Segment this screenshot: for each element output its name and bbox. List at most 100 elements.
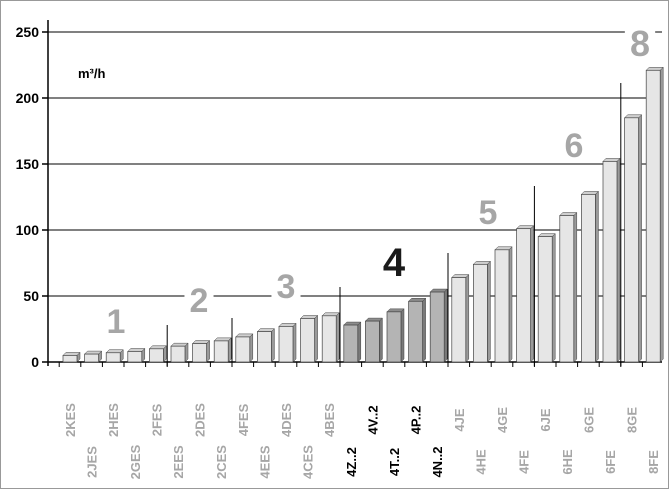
bar-side [530, 225, 534, 363]
bar-side [206, 339, 210, 363]
group-label-2: 2 [190, 282, 209, 320]
bar-top [645, 67, 664, 71]
x-tick-label: 2DES [193, 403, 208, 437]
bar-front [84, 353, 99, 363]
bar-4JE [451, 273, 470, 363]
bar-front [343, 324, 359, 363]
bar-2DES [191, 339, 211, 363]
group-label-bg [377, 244, 411, 281]
bar-top [299, 315, 319, 319]
bar-top [364, 317, 384, 322]
bar-side [659, 66, 664, 363]
bar-top [83, 350, 103, 355]
bar-top [386, 308, 405, 313]
x-tick-label: 4FES [236, 403, 251, 436]
bar-top [602, 158, 621, 162]
x-tick-label: 2FES [149, 403, 164, 436]
bar-top [256, 328, 276, 332]
group-label-bg [271, 271, 301, 303]
bar-8FE [645, 66, 664, 363]
bar-side [249, 333, 254, 363]
bar-top [191, 340, 211, 344]
bar-2HES [105, 349, 124, 363]
y-tick-label: 200 [16, 90, 40, 106]
bar-front [235, 336, 251, 363]
bar-front [62, 355, 78, 363]
bar-top [515, 225, 535, 229]
x-tick-label: 4GE [495, 407, 510, 433]
x-tick-label: 4V..2 [365, 405, 380, 434]
bar-top [407, 298, 427, 302]
x-tick-label: 4BES [322, 403, 337, 437]
bar-side [271, 328, 275, 363]
bar-2EES [170, 342, 189, 363]
bar-front [365, 320, 380, 363]
bar-front [537, 236, 553, 363]
bar-side [595, 190, 599, 363]
x-tick-label: 4HE [473, 449, 488, 475]
bar-top [494, 246, 513, 251]
bar-4P..2 [407, 297, 427, 363]
bar-side [422, 297, 426, 363]
bar-side [508, 246, 513, 363]
bar-top [559, 212, 578, 216]
bar-top [278, 323, 297, 327]
bar-side [357, 321, 362, 363]
x-tick-label: 8GE [625, 407, 640, 433]
group-labels: 1 2 3 4 5 6 8 [101, 23, 656, 341]
bar-top [537, 233, 556, 237]
bar-4GE [494, 246, 513, 363]
group-label-5: 5 [479, 194, 498, 232]
y-tick-label: 0 [31, 354, 39, 370]
bar-side [227, 337, 232, 363]
y-tick-label: 50 [23, 288, 39, 304]
bar-side [465, 273, 470, 363]
bar-top [580, 191, 600, 195]
bar-front [278, 326, 294, 363]
bar-4V..2 [364, 317, 384, 363]
x-tick-label: 4DES [279, 403, 294, 437]
bar-front [105, 352, 121, 363]
x-tick-label: 4JE [452, 408, 467, 431]
bar-6FE [602, 157, 621, 363]
bar-top [127, 348, 146, 352]
bar-top [321, 312, 340, 317]
bar-top [343, 321, 362, 326]
group-label-3: 3 [277, 268, 296, 306]
x-tick-label: 2JES [85, 446, 100, 478]
x-tick-label: 2GES [128, 444, 143, 479]
bar-4EES [256, 328, 276, 363]
bar-side [335, 312, 340, 363]
bar-front [645, 69, 661, 363]
bar-side [292, 322, 297, 363]
bar-front [624, 117, 639, 363]
group-label-bg [624, 27, 656, 61]
bar-top [62, 352, 81, 356]
bar-front [321, 315, 337, 363]
bar-top [170, 342, 189, 347]
x-tick-label: 6FE [603, 450, 618, 474]
bar-top [105, 349, 124, 354]
group-label-1: 1 [107, 303, 126, 341]
bar-4BES [321, 312, 340, 363]
bar-side [487, 260, 491, 363]
bar-front [516, 228, 531, 363]
bar-2CES [213, 337, 232, 363]
bar-4FE [515, 225, 535, 363]
bar-8GE [623, 114, 643, 363]
y-tick-label: 250 [16, 24, 40, 40]
group-label-4: 4 [383, 241, 406, 285]
bar-side [379, 317, 383, 363]
bar-4FES [235, 333, 254, 363]
bar-side [573, 211, 578, 363]
bar-top [451, 274, 470, 278]
bar-front [602, 161, 618, 363]
bar-front [170, 345, 186, 363]
bar-front [300, 318, 315, 363]
x-tick-label: 4CES [301, 445, 316, 479]
y-axis: 0 50 100 150 200 250 [16, 20, 49, 370]
bar-front [473, 263, 488, 363]
bar-front [581, 194, 596, 363]
